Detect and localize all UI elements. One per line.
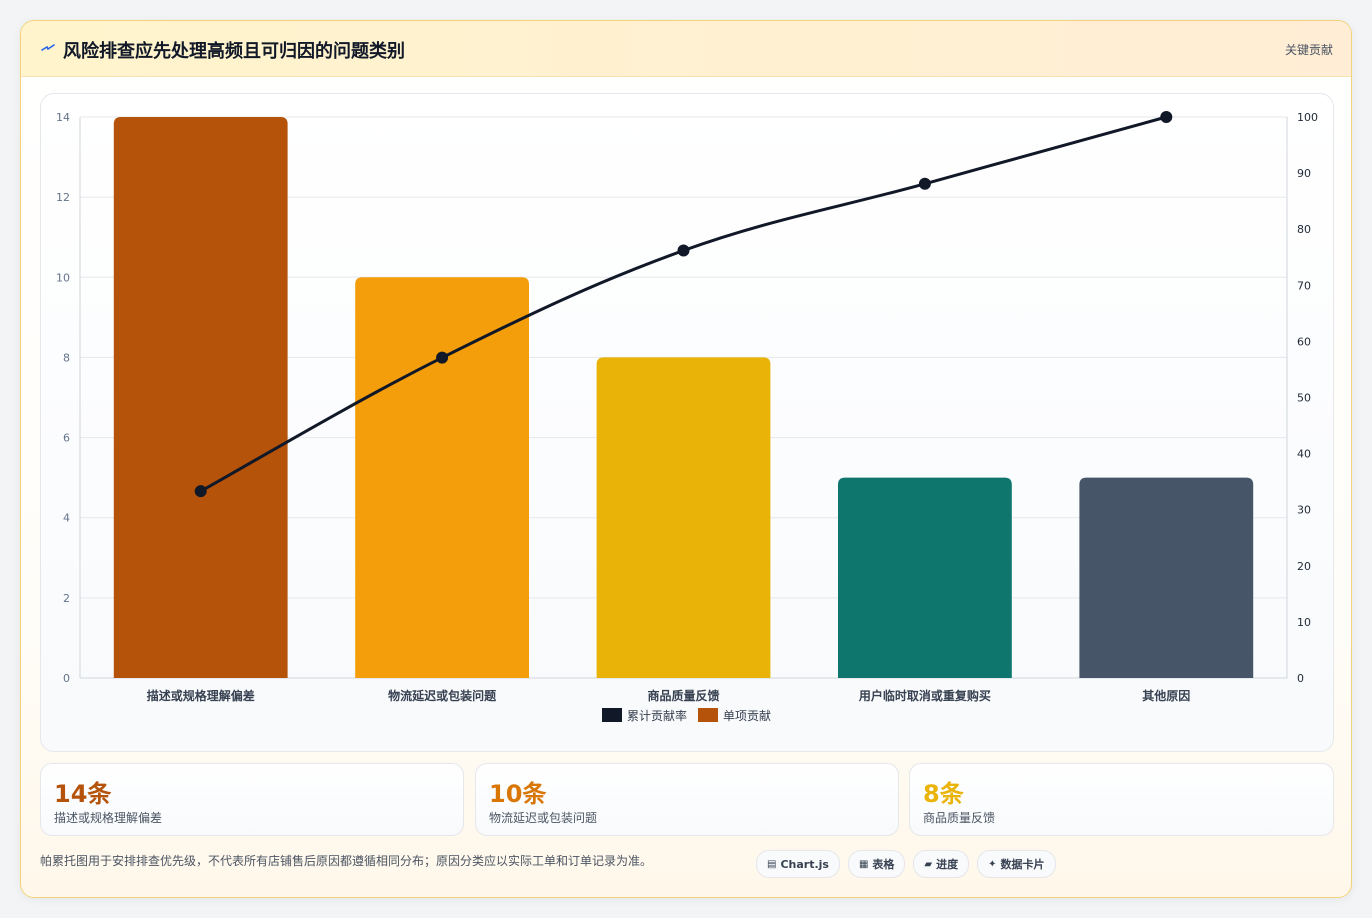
- chip-label: 数据卡片: [1000, 858, 1045, 871]
- chip-progress[interactable]: ▰ 进度: [913, 850, 970, 878]
- stat-value: 10条: [489, 780, 547, 808]
- bar: [113, 117, 288, 678]
- chart-icon: ▤: [767, 858, 777, 870]
- y-right-tick-label: 40: [1297, 448, 1311, 461]
- y-right-tick-label: 70: [1297, 279, 1311, 292]
- y-right-tick-label: 20: [1297, 560, 1311, 573]
- y-right-tick-label: 60: [1297, 335, 1311, 348]
- y-right-tick-label: 30: [1297, 504, 1311, 517]
- line-point: [918, 177, 931, 190]
- chip-table[interactable]: ▦ 表格: [847, 850, 906, 878]
- bar: [596, 357, 771, 678]
- stat-card-1: 14条 描述或规格理解偏差: [40, 763, 464, 836]
- y-left-tick-label: 4: [63, 512, 70, 525]
- bar: [837, 477, 1012, 678]
- x-tick-label: 描述或规格理解偏差: [147, 688, 255, 703]
- y-right-tick-label: 80: [1297, 223, 1311, 236]
- report-card: 风险排查应先处理高频且可归因的问题类别 关键贡献 0 2 4 6 8 10 12 14 0 10 2…: [20, 20, 1352, 898]
- x-tick-label: 物流延迟或包装问题: [388, 688, 497, 703]
- stat-value: 8条: [923, 780, 964, 808]
- y-right-tick-label: 90: [1297, 167, 1311, 180]
- stat-card-2: 10条 物流延迟或包装问题: [475, 763, 899, 836]
- card-header: 风险排查应先处理高频且可归因的问题类别 关键贡献: [21, 21, 1351, 77]
- y-right-tick-label: 100: [1297, 111, 1318, 124]
- line-point: [436, 351, 449, 364]
- pareto-chart: 0 2 4 6 8 10 12 14 0 10 20 30 40 50 60 70 80 90 100 描述或规格理解…: [56, 111, 1318, 723]
- chart-panel: 0 2 4 6 8 10 12 14 0 10 20 30 40 50 60 70 80 90 100 描述或规格理解…: [40, 93, 1334, 752]
- legend-swatch: [698, 708, 718, 722]
- y-right-tick-label: 0: [1297, 672, 1304, 685]
- line-point: [1160, 111, 1173, 123]
- x-tick-label: 其他原因: [1142, 688, 1190, 703]
- progress-icon: ▰: [924, 858, 933, 870]
- stat-value: 14条: [54, 780, 112, 808]
- bar: [1079, 477, 1254, 678]
- chip-chartjs[interactable]: ▤ Chart.js: [756, 850, 840, 878]
- y-right-tick-label: 10: [1297, 616, 1311, 629]
- table-icon: ▦: [858, 858, 869, 870]
- y-left-tick-label: 2: [63, 592, 70, 605]
- stat-label: 描述或规格理解偏差: [54, 811, 163, 825]
- legend-swatch: [602, 708, 622, 722]
- chip-label: Chart.js: [780, 857, 829, 871]
- chip-label: 进度: [936, 858, 959, 871]
- stat-label: 物流延迟或包装问题: [489, 811, 598, 825]
- footnote: 帕累托图用于安排排查优先级，不代表所有店铺售后原因都遵循相同分布；原因分类应以实…: [40, 854, 653, 868]
- line-point: [677, 244, 690, 257]
- chip-label: 表格: [872, 858, 895, 871]
- chip-data-card[interactable]: ✦ 数据卡片: [977, 850, 1056, 878]
- lightning-icon: [41, 44, 55, 51]
- y-left-tick-label: 0: [63, 672, 70, 685]
- x-tick-label: 商品质量反馈: [647, 688, 719, 703]
- x-tick-label: 用户临时取消或重复购买: [858, 688, 991, 703]
- sparkle-icon: ✦: [988, 858, 997, 870]
- y-left-tick-label: 6: [63, 432, 70, 445]
- line-point: [194, 485, 207, 498]
- legend-label: 累计贡献率: [627, 708, 687, 723]
- legend-label: 单项贡献: [723, 708, 771, 723]
- stat-label: 商品质量反馈: [923, 811, 996, 825]
- bar: [355, 277, 530, 678]
- stat-card-3: 8条 商品质量反馈: [909, 763, 1334, 836]
- y-right-tick-label: 50: [1297, 392, 1311, 405]
- y-left-tick-label: 10: [56, 271, 70, 284]
- y-left-tick-label: 8: [63, 351, 70, 364]
- header-tag: 关键贡献: [1284, 43, 1333, 57]
- y-left-tick-label: 12: [56, 191, 70, 204]
- chart-title: 风险排查应先处理高频且可归因的问题类别: [63, 41, 405, 62]
- y-left-tick-label: 14: [56, 111, 70, 124]
- feature-chips: ▤ Chart.js ▦ 表格 ▰ 进度 ✦ 数据卡片: [756, 850, 1056, 878]
